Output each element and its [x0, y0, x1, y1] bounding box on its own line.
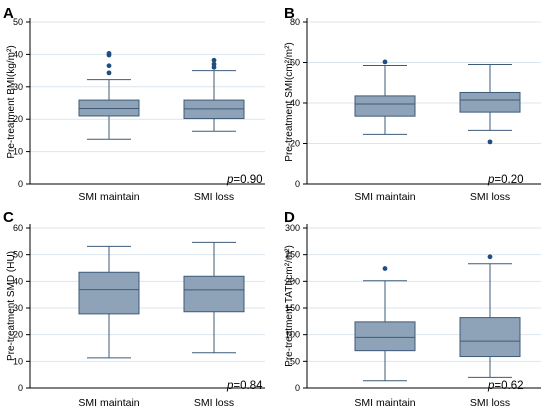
panel-b-p-value: p=0.20 — [487, 174, 524, 186]
panel-a-letter: A — [3, 5, 14, 22]
panel-a-plot: 0 10 20 30 40 50 — [13, 17, 265, 189]
panel-c-letter: C — [3, 209, 14, 226]
outlier-point — [211, 61, 217, 67]
iqr-box — [459, 91, 521, 113]
outlier-point — [382, 59, 388, 65]
panel-a-ytick-label: 40 — [13, 49, 23, 59]
panel-c-category-maintain: SMI maintain — [78, 397, 139, 409]
panel-d-ytick-label: 100 — [285, 330, 300, 340]
panel-c: C Pre-treatment SMD (HU) 0 10 20 30 40 50 60 S… — [3, 209, 265, 409]
panel-d-ytick-label: 50 — [290, 356, 300, 366]
panel-b-category-loss: SMI loss — [470, 191, 510, 203]
panel-a-box-maintain — [78, 51, 140, 140]
panel-d-box-loss — [459, 254, 521, 378]
panel-b-box-maintain — [354, 59, 416, 135]
outlier-point — [106, 51, 112, 56]
panel-a-p-value: p=0.90 — [226, 174, 263, 186]
panel-b-ylabel: Pre-treatment SMI(cm²/m²) — [284, 42, 295, 161]
panel-b: B Pre-treatment SMI(cm²/m²) 0 20 40 60 80 SM… — [284, 5, 541, 203]
outlier-point — [487, 139, 493, 145]
panel-b-ytick-label: 40 — [290, 98, 300, 108]
panel-d-ytick-label: 0 — [295, 383, 300, 393]
panel-d-category-maintain: SMI maintain — [354, 397, 415, 409]
panel-b-ytick-label: 60 — [290, 58, 300, 68]
panel-c-ytick-label: 20 — [13, 330, 23, 340]
iqr-box — [183, 275, 245, 313]
panel-a-category-loss: SMI loss — [194, 191, 234, 203]
panel-d-ytick-label: 250 — [285, 250, 300, 260]
panel-d-ytick-label: 300 — [285, 223, 300, 233]
panel-a-box-loss — [183, 57, 245, 132]
panel-c-ytick-label: 0 — [18, 383, 23, 393]
panel-a-ytick-label: 30 — [13, 82, 23, 92]
outlier-point — [211, 57, 217, 63]
panel-a-ytick-label: 0 — [18, 179, 23, 189]
iqr-box — [354, 95, 416, 117]
panel-d-letter: D — [284, 209, 295, 226]
panel-c-ytick-label: 30 — [13, 303, 23, 313]
panel-d-ytick-label: 200 — [285, 276, 300, 286]
outlier-point — [382, 266, 388, 271]
panel-d-p-value: p=0.62 — [487, 380, 524, 392]
panel-a-ytick-label: 10 — [13, 147, 23, 157]
panel-c-p-value: p=0.84 — [226, 380, 263, 392]
panel-a: A Pre-treatment BMI(kg/m²) 0 10 20 30 40 50 S… — [3, 5, 265, 203]
panel-c-ytick-label: 10 — [13, 356, 23, 366]
panel-b-ytick-label: 0 — [295, 179, 300, 189]
panel-c-ytick-label: 40 — [13, 276, 23, 286]
panel-c-category-loss: SMI loss — [194, 397, 234, 409]
outlier-point — [487, 254, 493, 260]
panel-a-ytick-label: 20 — [13, 114, 23, 124]
panel-a-ytick-label: 50 — [13, 17, 23, 27]
iqr-box — [78, 271, 140, 315]
panel-b-plot: 0 20 40 60 80 — [290, 17, 541, 189]
iqr-box — [354, 321, 416, 352]
panel-b-category-maintain: SMI maintain — [354, 191, 415, 203]
panel-d: D Pre-treatment TATI(cm²/m²) 0 50 100 150 20… — [284, 209, 541, 409]
outlier-point — [106, 63, 112, 69]
panel-b-ytick-label: 80 — [290, 17, 300, 27]
panel-d-box-maintain — [354, 266, 416, 382]
panel-c-ylabel: Pre-treatment SMD (HU) — [6, 251, 17, 361]
panel-c-box-maintain — [78, 245, 140, 359]
panel-d-category-loss: SMI loss — [470, 397, 510, 409]
panel-b-letter: B — [284, 5, 295, 22]
panel-d-ytick-label: 150 — [285, 303, 300, 313]
iqr-box — [459, 317, 521, 358]
panel-d-plot: 0 50 100 150 200 250 300 — [285, 223, 541, 393]
panel-b-box-loss — [459, 64, 521, 145]
panel-c-ytick-label: 60 — [13, 223, 23, 233]
panel-c-plot: 0 10 20 30 40 50 60 — [13, 223, 265, 393]
outlier-point — [106, 70, 112, 76]
panel-c-box-loss — [183, 241, 245, 354]
panel-d-ylabel: Pre-treatment TATI(cm²/m²) — [284, 245, 295, 367]
panel-a-ylabel: Pre-treatment BMI(kg/m²) — [6, 45, 17, 158]
panel-b-ytick-label: 20 — [290, 139, 300, 149]
panel-a-category-maintain: SMI maintain — [78, 191, 139, 203]
panel-c-ytick-label: 50 — [13, 250, 23, 260]
